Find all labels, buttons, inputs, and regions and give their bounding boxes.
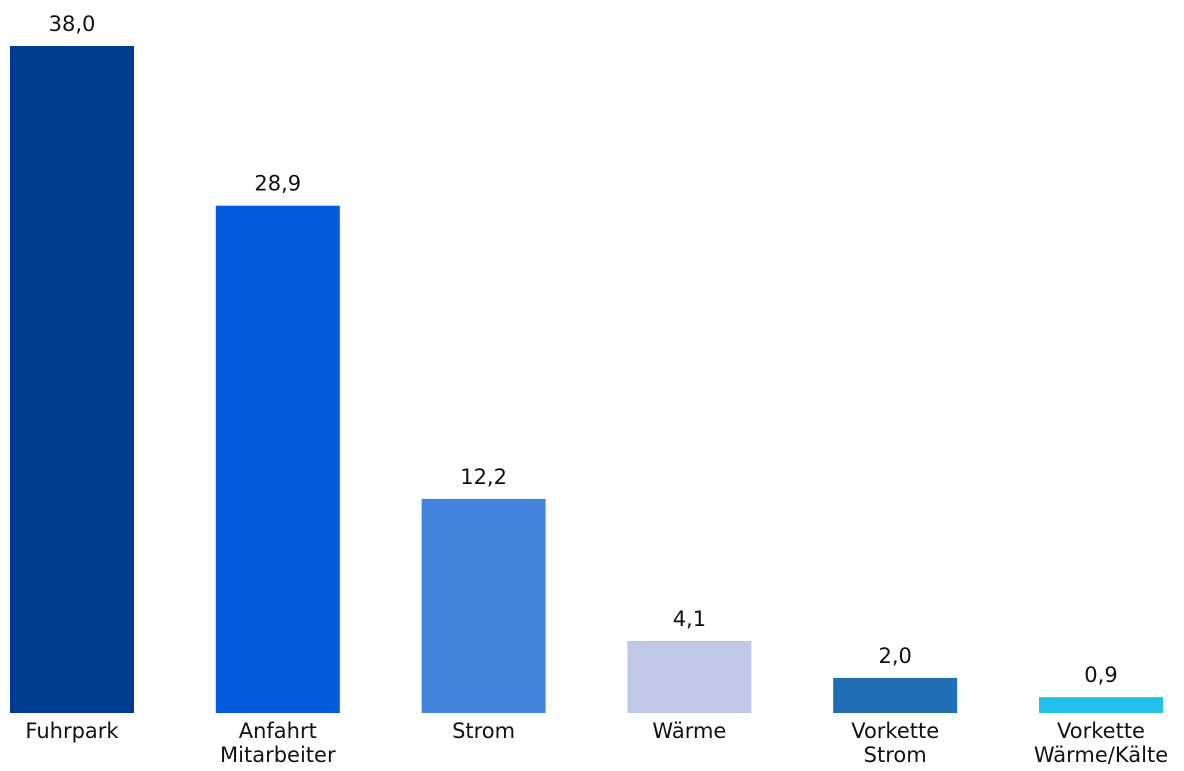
bar-1 <box>215 205 340 713</box>
bar-4 <box>833 677 958 713</box>
bar-5 <box>1039 697 1163 713</box>
value-label-2: 12,2 <box>460 465 507 489</box>
x-tick-label-1: Anfahrt Mitarbeiter <box>220 719 336 767</box>
value-label-1: 28,9 <box>254 172 301 196</box>
bar-0 <box>10 46 134 713</box>
bars-group <box>10 46 1163 713</box>
x-tick-label-3: Wärme <box>652 719 726 743</box>
x-tick-label-5: Vorkette Wärme/Kälte <box>1034 719 1168 767</box>
x-tick-label-0: Fuhrpark <box>25 719 119 743</box>
bar-2 <box>421 498 546 713</box>
x-tick-label-4: Vorkette Strom <box>851 719 939 767</box>
value-label-3: 4,1 <box>673 607 706 631</box>
value-label-5: 0,9 <box>1084 663 1117 687</box>
x-tick-labels-group: Fuhrpark Anfahrt Mitarbeiter Strom Wärme Vork… <box>25 719 1168 767</box>
bar-3 <box>627 641 752 713</box>
value-label-4: 2,0 <box>878 644 911 668</box>
x-tick-label-2: Strom <box>452 719 515 743</box>
value-labels-group: 38,0 28,9 12,2 4,1 2,0 0,9 <box>49 12 1118 687</box>
value-label-0: 38,0 <box>49 12 96 36</box>
